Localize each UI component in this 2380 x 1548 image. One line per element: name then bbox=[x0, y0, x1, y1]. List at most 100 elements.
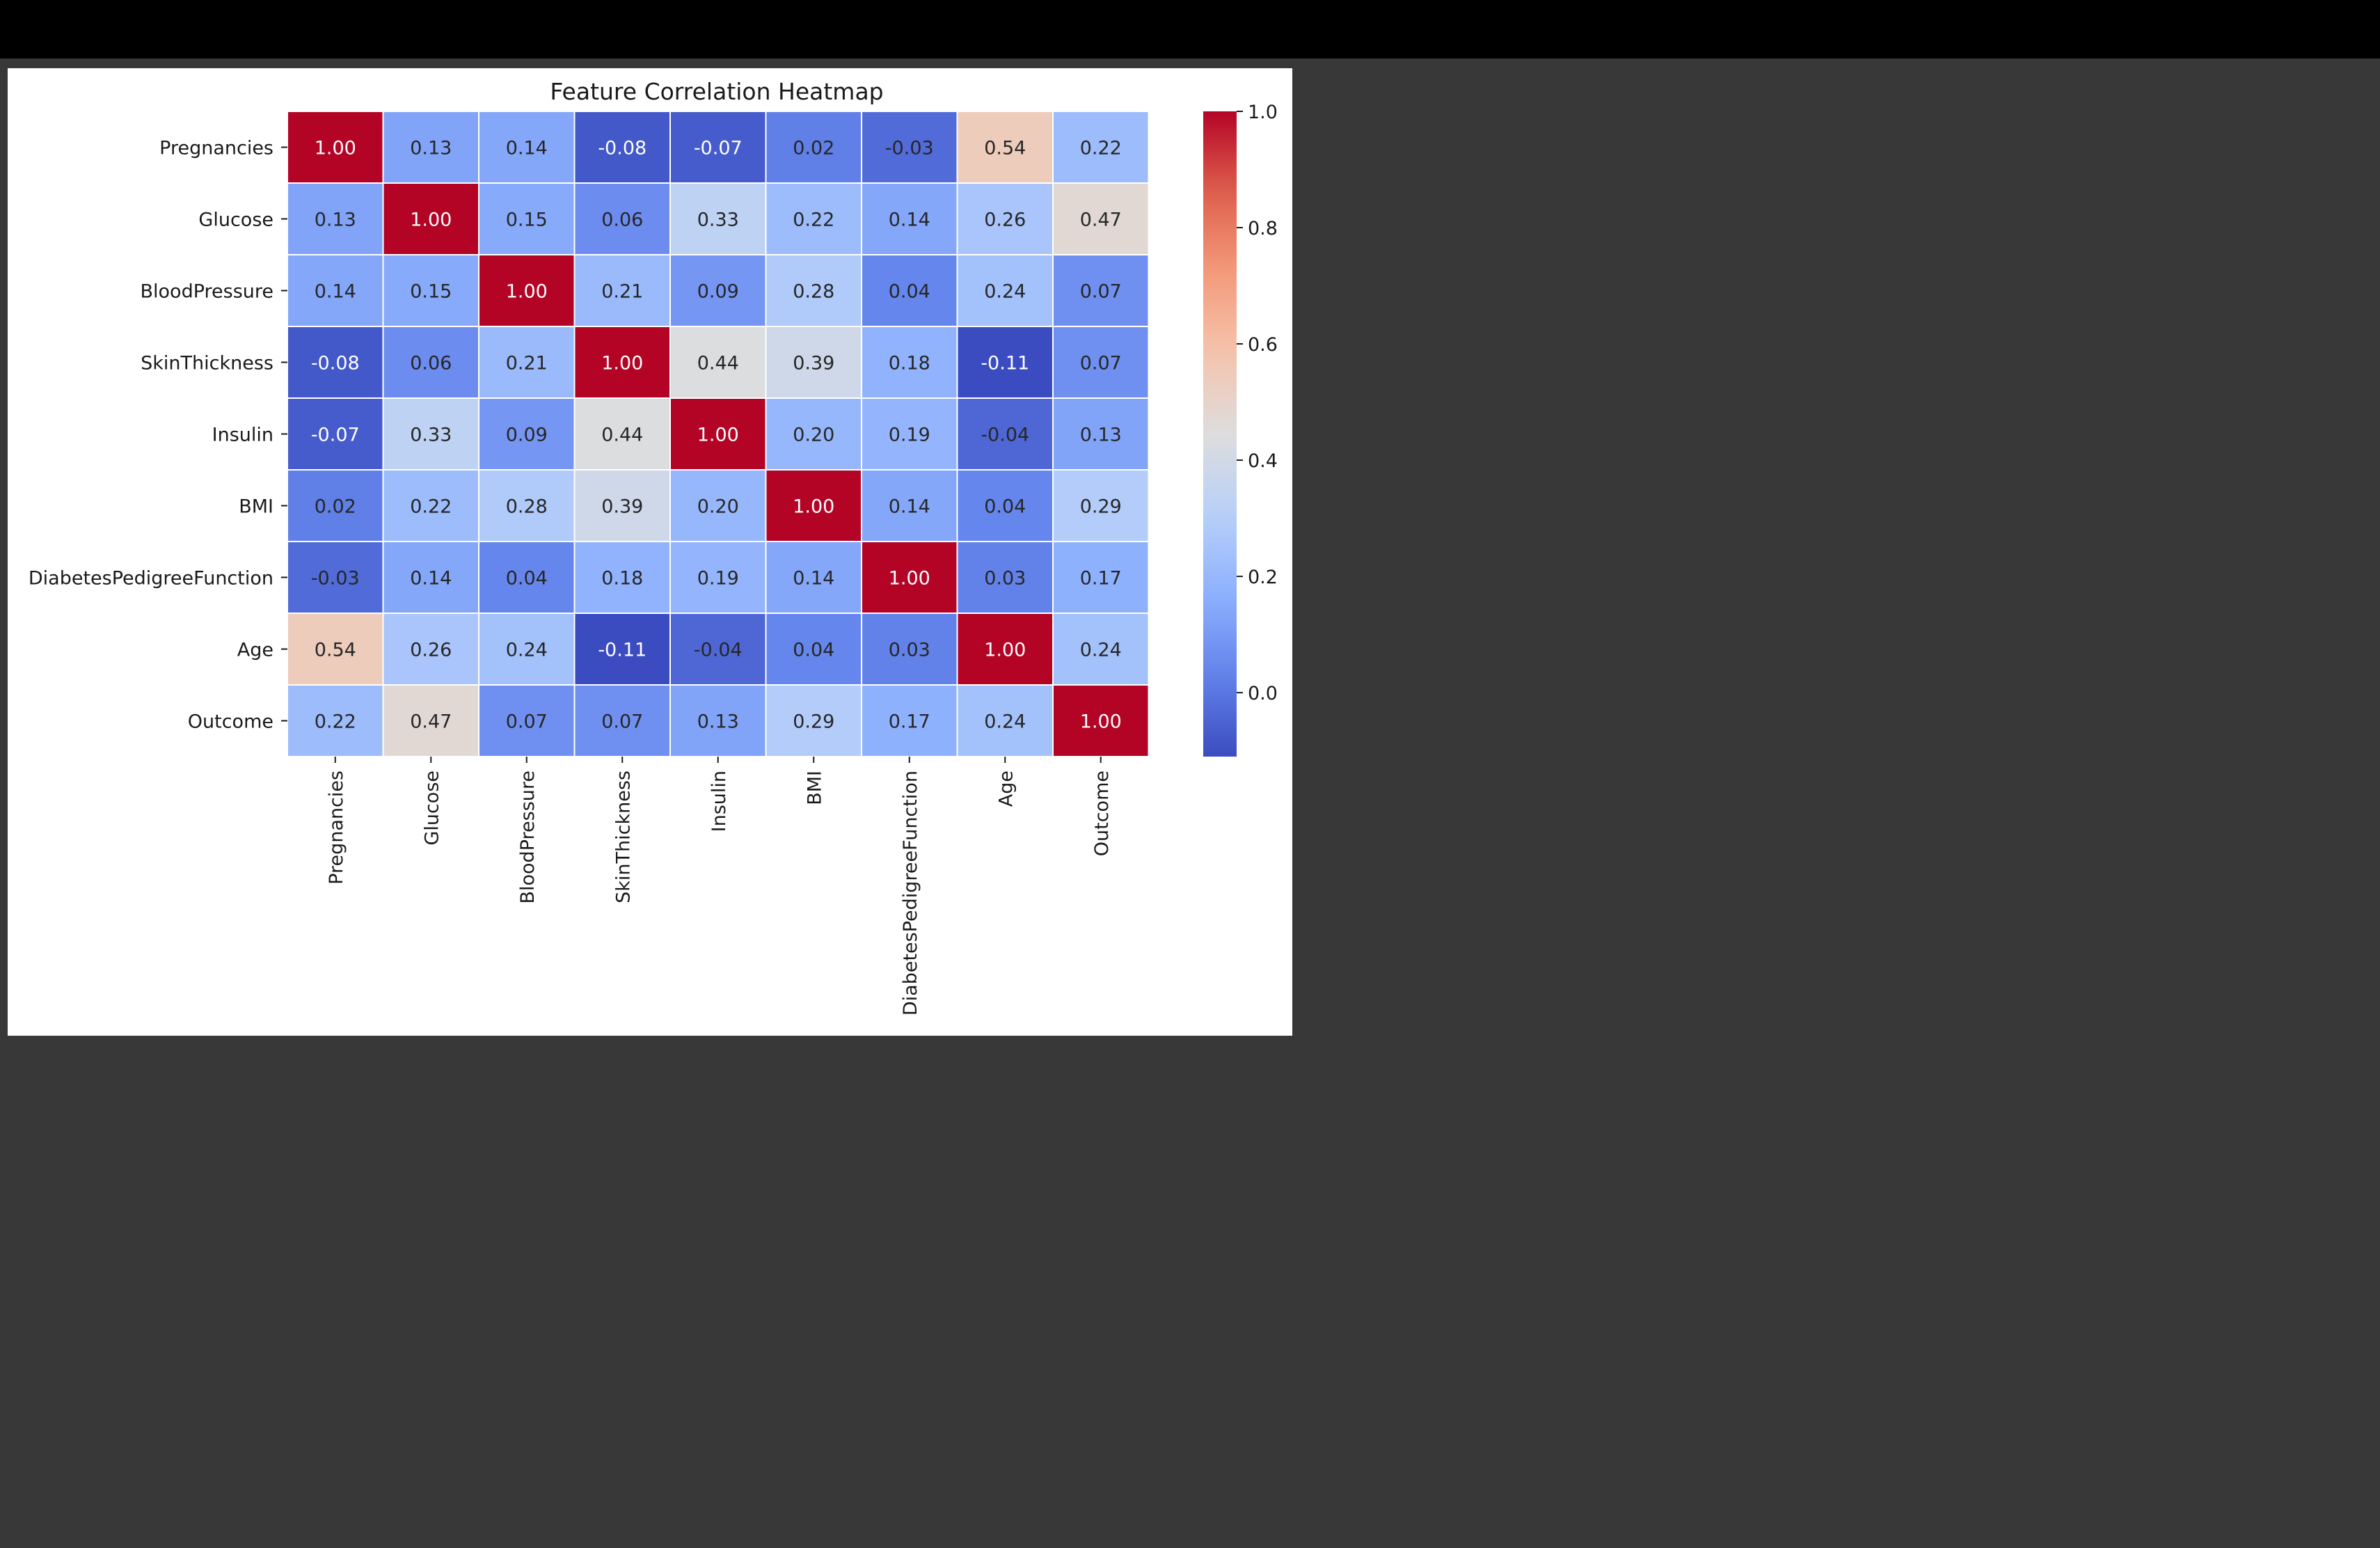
colorbar-tick-label: 1.0 bbox=[1248, 102, 1278, 123]
cell-value-label: -0.08 bbox=[311, 353, 360, 374]
cell-value-label: 0.18 bbox=[601, 568, 643, 590]
cell-value-label: 0.28 bbox=[506, 496, 548, 518]
heatmap-cell bbox=[573, 613, 671, 686]
cell-value-label: 0.14 bbox=[506, 138, 548, 159]
heatmap-cell bbox=[287, 541, 384, 614]
colorbar-tick-label: 0.2 bbox=[1248, 567, 1278, 588]
colorbar: 0.0 0.2 0.4 0.6 0.8 1.0 bbox=[1203, 102, 1278, 757]
cell-value-label: 0.17 bbox=[1080, 568, 1122, 590]
cell-value-label: 1.00 bbox=[889, 568, 930, 590]
heatmap-cell bbox=[382, 254, 479, 327]
cell-value-label: 0.39 bbox=[601, 496, 643, 518]
x-tick-label: SkinThickness bbox=[612, 771, 634, 903]
colorbar-tick-label: 0.0 bbox=[1248, 683, 1278, 704]
heatmap-cell bbox=[765, 684, 862, 757]
cell-value-label: 0.13 bbox=[1080, 425, 1122, 446]
cell-value-label: 0.13 bbox=[697, 711, 739, 733]
cell-value-label: 0.18 bbox=[889, 353, 930, 374]
cell-value-label: 0.07 bbox=[601, 711, 643, 733]
cell-value-label: 0.44 bbox=[697, 353, 739, 374]
heatmap-cell bbox=[861, 684, 958, 757]
cell-value-label: 0.24 bbox=[506, 640, 548, 661]
cell-value-label: 0.04 bbox=[984, 496, 1026, 518]
cell-value-label: -0.11 bbox=[598, 640, 646, 661]
cell-value-label: 0.47 bbox=[1080, 210, 1122, 231]
heatmap-cell bbox=[382, 111, 479, 184]
cell-value-label: 0.03 bbox=[889, 640, 930, 661]
cell-value-label: 0.06 bbox=[601, 210, 643, 231]
cell-value-label: 0.19 bbox=[697, 568, 739, 590]
heatmap-cell bbox=[956, 469, 1054, 542]
heatmap-cell bbox=[1052, 326, 1150, 399]
cell-value-label: -0.04 bbox=[981, 425, 1029, 446]
heatmap-cell bbox=[573, 684, 671, 757]
cell-value-label: 0.14 bbox=[315, 281, 356, 303]
cell-value-label: 0.21 bbox=[601, 281, 643, 303]
heatmap-cell bbox=[287, 469, 384, 542]
cell-value-label: 0.54 bbox=[315, 640, 356, 661]
heatmap-cell bbox=[382, 326, 479, 399]
x-tick-label: BMI bbox=[804, 771, 825, 805]
cell-value-label: 1.00 bbox=[1080, 711, 1122, 733]
heatmap-cell bbox=[573, 469, 671, 542]
cell-value-label: 0.20 bbox=[793, 425, 834, 446]
heatmap-cell bbox=[669, 254, 767, 327]
cell-value-label: 0.14 bbox=[410, 568, 452, 590]
heatmap-cell bbox=[669, 541, 767, 614]
cell-value-label: 0.02 bbox=[793, 138, 834, 159]
x-tick-label: DiabetesPedigreeFunction bbox=[900, 771, 921, 1016]
heatmap-cell bbox=[1052, 684, 1150, 757]
heatmap-cell bbox=[861, 182, 958, 255]
cell-value-label: 0.04 bbox=[506, 568, 548, 590]
cell-value-label: 0.06 bbox=[410, 353, 452, 374]
y-tick-label: Outcome bbox=[188, 711, 273, 733]
cell-value-label: 0.28 bbox=[793, 281, 834, 303]
heatmap-cell bbox=[478, 397, 576, 471]
colorbar-tick-label: 0.8 bbox=[1248, 218, 1278, 239]
cell-value-label: 1.00 bbox=[984, 640, 1026, 661]
y-tick-label: Insulin bbox=[212, 425, 273, 446]
heatmap-cell bbox=[669, 469, 767, 542]
cell-value-label: 0.24 bbox=[984, 711, 1026, 733]
heatmap-cell bbox=[478, 684, 576, 757]
cell-value-label: 1.00 bbox=[315, 138, 356, 159]
heatmap-cell bbox=[861, 613, 958, 686]
cell-value-label: -0.11 bbox=[981, 353, 1029, 374]
cell-value-label: 0.07 bbox=[1080, 353, 1122, 374]
cell-value-label: 0.20 bbox=[697, 496, 739, 518]
heatmap-cell bbox=[1052, 254, 1150, 327]
heatmap-cell bbox=[956, 182, 1054, 255]
row-labels: Pregnancies Glucose BloodPressure SkinThick… bbox=[29, 138, 287, 733]
heatmap-cell bbox=[478, 254, 576, 327]
cell-value-label: 0.26 bbox=[984, 210, 1026, 231]
cell-value-label: 0.33 bbox=[697, 210, 739, 231]
heatmap-cell bbox=[287, 397, 384, 471]
cell-value-label: 0.47 bbox=[410, 711, 452, 733]
y-tick-label: BloodPressure bbox=[141, 281, 274, 303]
heatmap-cell bbox=[478, 182, 576, 255]
heatmap-cell bbox=[1052, 469, 1150, 542]
cell-value-label: 0.22 bbox=[410, 496, 452, 518]
cell-value-label: 0.13 bbox=[315, 210, 356, 231]
heatmap-cell bbox=[478, 469, 576, 542]
cell-value-label: 0.13 bbox=[410, 138, 452, 159]
x-tick-label: Age bbox=[995, 771, 1017, 807]
cell-value-label: 0.03 bbox=[984, 568, 1026, 590]
chart-title: Feature Correlation Heatmap bbox=[550, 78, 883, 105]
window-top-bar bbox=[0, 0, 2380, 58]
cell-value-label: 0.15 bbox=[410, 281, 452, 303]
cell-value-label: 0.14 bbox=[889, 210, 930, 231]
cell-value-label: 0.19 bbox=[889, 425, 930, 446]
heatmap-cell bbox=[287, 684, 384, 757]
cell-value-label: 0.04 bbox=[889, 281, 930, 303]
cell-value-label: 1.00 bbox=[697, 425, 739, 446]
cell-value-label: 0.09 bbox=[506, 425, 548, 446]
heatmap-cell bbox=[765, 111, 862, 184]
heatmap-cell bbox=[573, 397, 671, 471]
cell-value-label: -0.03 bbox=[885, 138, 934, 159]
column-labels: Pregnancies Glucose BloodPressure SkinThick… bbox=[326, 757, 1113, 1016]
cell-value-label: 0.02 bbox=[315, 496, 356, 518]
heatmap-cell bbox=[765, 613, 862, 686]
cell-value-label: 0.33 bbox=[410, 425, 452, 446]
cell-value-label: 0.22 bbox=[793, 210, 834, 231]
